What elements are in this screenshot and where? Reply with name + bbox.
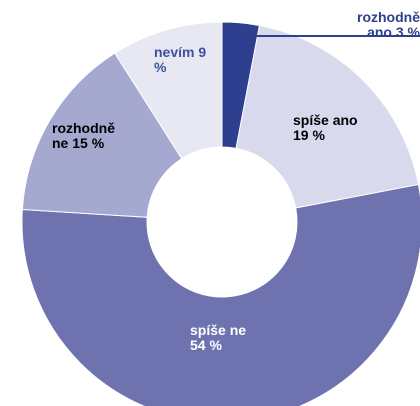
- slice-label: spíše ne 54 %: [190, 323, 262, 353]
- donut-slice: [21, 52, 183, 218]
- donut-slice: [21, 183, 420, 406]
- value-label: 54 %: [190, 337, 222, 353]
- slice-label: rozhodně ano 3 %: [330, 10, 420, 40]
- slice-label: spíše ano 19 %: [293, 113, 375, 143]
- value-label: 3 %: [395, 24, 420, 40]
- donut-slice: [114, 21, 223, 160]
- value-label: 15 %: [72, 135, 105, 151]
- value-label: 19 %: [293, 127, 325, 143]
- category-label: nevím: [154, 44, 195, 60]
- category-label: spíše ne: [190, 322, 247, 338]
- category-label: spíše ano: [293, 112, 358, 128]
- category-label: rozhodně ano: [357, 9, 420, 40]
- value-label: 9 %: [154, 44, 207, 75]
- donut-slice: [235, 24, 420, 209]
- slice-label: nevím 9 %: [154, 45, 209, 75]
- category-label: rozhodně ne: [52, 120, 115, 151]
- slice-label: rozhodně ne 15 %: [52, 121, 132, 151]
